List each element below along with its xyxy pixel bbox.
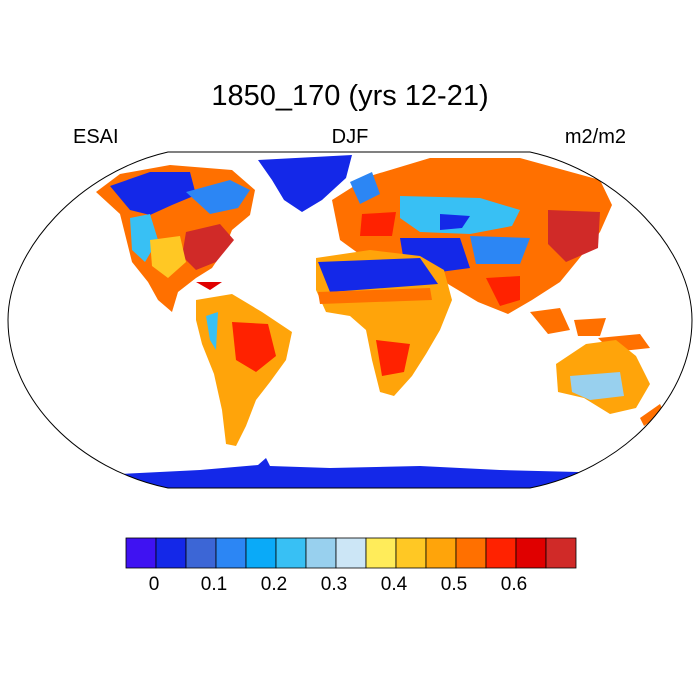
australia — [556, 340, 650, 414]
colorbar-swatch — [485, 537, 517, 569]
colorbar-swatch — [215, 537, 247, 569]
colorbar-swatch — [335, 537, 367, 569]
colorbar-tick-label: 0.3 — [320, 574, 348, 595]
antarctica — [100, 458, 600, 488]
new-zealand — [640, 404, 664, 426]
maritime-asia — [530, 308, 650, 352]
plot-title: 1850_170 (yrs 12-21) — [211, 80, 489, 112]
colorbar-swatch — [305, 537, 337, 569]
season-label: DJF — [331, 126, 369, 148]
colorbar-tick-label: 0.6 — [500, 574, 528, 595]
north-america — [96, 165, 255, 312]
colorbar-swatch — [125, 537, 157, 569]
colorbar-swatch — [455, 537, 487, 569]
colorbar-swatch — [515, 537, 547, 569]
colorbar-tick-label: 0.4 — [380, 574, 408, 595]
colorbar-swatch — [245, 537, 277, 569]
south-america — [196, 294, 292, 446]
map-boundary — [7, 151, 693, 489]
colorbar-swatch — [365, 537, 397, 569]
colorbar-tick-label: 0 — [148, 574, 160, 595]
colorbar-swatch — [395, 537, 427, 569]
colorbar-tick-label: 0.2 — [260, 574, 288, 595]
colorbar-swatch — [155, 537, 187, 569]
colorbar-swatch — [425, 537, 457, 569]
eurasia — [332, 158, 612, 314]
greenland — [258, 155, 352, 212]
variable-label: ESAI — [73, 126, 119, 148]
colorbar-tick-label: 0.5 — [440, 574, 468, 595]
colorbar-swatch — [275, 537, 307, 569]
units-label: m2/m2 — [564, 126, 626, 148]
colorbar-swatch — [185, 537, 217, 569]
africa — [316, 250, 452, 396]
colorbar-swatch — [545, 537, 577, 569]
colorbar-tick-label: 0.1 — [200, 574, 228, 595]
